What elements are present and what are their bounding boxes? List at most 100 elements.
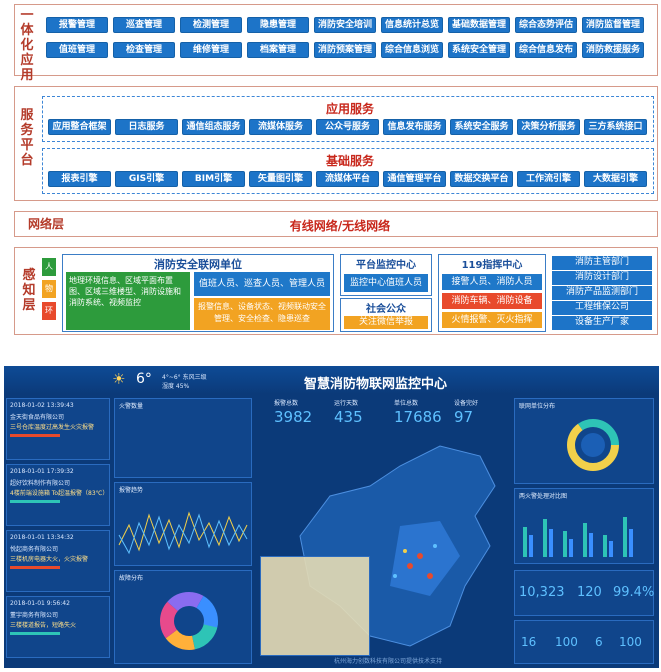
app-module-1-3: 检测管理 xyxy=(180,17,242,33)
band-label-network: 网络层 xyxy=(27,217,64,231)
alert-bar-4 xyxy=(10,632,60,635)
kpi-7: 100 xyxy=(619,635,642,649)
kpi-4: 16 xyxy=(521,635,537,649)
alert-card-1 xyxy=(6,398,110,460)
service-app-7: 系统安全服务 xyxy=(450,119,513,135)
service-app-2: 日志服务 xyxy=(115,119,178,135)
service-base-3: BIM引擎 xyxy=(182,171,245,187)
app-module-2-3: 维修管理 xyxy=(180,42,242,58)
stat-label-4: 设备完好 xyxy=(454,400,479,407)
command-center-dispatch: 火情报警、灭火指挥 xyxy=(442,312,542,328)
dashboard-screenshot: ☀ 6° 4°~6° 东风三级 湿度 45% 智慧消防物联网监控中心 火警数量 … xyxy=(4,366,659,668)
monitor-center-item: 监控中心值班人员 xyxy=(344,274,428,292)
related-dept-1: 消防主管部门 xyxy=(552,256,652,270)
dashboard-title: 智慧消防物联网监控中心 xyxy=(304,377,448,392)
service-base-2: GIS引擎 xyxy=(115,171,178,187)
command-center-group xyxy=(438,254,546,332)
fire-count-panel: 火警数量 xyxy=(114,398,252,478)
service-base-9: 大数据引擎 xyxy=(584,171,647,187)
dashboard-header xyxy=(4,366,659,394)
band-label-perception: 感知层 xyxy=(22,268,36,313)
tag-person: 人 xyxy=(42,258,56,276)
trend-panel: 报警趋势 xyxy=(114,482,252,566)
service-base-1: 报表引擎 xyxy=(48,171,111,187)
stat-label-3: 单位总数 xyxy=(394,400,419,407)
band-label-service: 服务平台 xyxy=(20,108,34,168)
app-module-2-6: 综合信息浏览 xyxy=(381,42,443,58)
kpi-3: 99.4% xyxy=(613,585,655,600)
weather-temp: 6° xyxy=(136,371,152,387)
service-base-6: 通信管理平台 xyxy=(383,171,446,187)
alert-card-3 xyxy=(6,530,110,592)
alert-bar-1 xyxy=(10,434,60,437)
alert-company-1: 金天街食品有限公司 xyxy=(10,414,65,421)
related-dept-5: 设备生产厂家 xyxy=(552,316,652,330)
stat-value-1: 3982 xyxy=(274,408,313,426)
app-module-2-1: 值班管理 xyxy=(46,42,108,58)
app-module-1-2: 巡查管理 xyxy=(113,17,175,33)
alarm-compare-title: 两火警处理对比图 xyxy=(519,493,568,500)
monitor-center-title: 平台监控中心 xyxy=(356,260,416,271)
base-service-group xyxy=(42,148,654,194)
app-service-title: 应用服务 xyxy=(325,102,374,116)
app-module-1-7: 基础数据管理 xyxy=(448,17,510,33)
fault-title: 故障分布 xyxy=(119,575,144,582)
app-module-2-2: 检查管理 xyxy=(113,42,175,58)
trend-title: 报警趋势 xyxy=(119,487,144,494)
alert-time-1: 2018-01-02 13:39:43 xyxy=(10,402,74,409)
kpi-2: 120 xyxy=(577,585,602,600)
unit-title: 消防安全联网单位 xyxy=(154,258,242,271)
service-app-4: 流媒体服务 xyxy=(249,119,312,135)
alarm-popups xyxy=(260,556,370,656)
unit-ring-chart xyxy=(567,419,619,471)
tag-object: 物 xyxy=(42,280,56,298)
alert-card-4 xyxy=(6,596,110,658)
fault-panel: 故障分布 xyxy=(114,570,252,664)
unit-distribution-title: 联网单位分布 xyxy=(519,403,556,410)
kpi-1: 10,323 xyxy=(519,585,565,600)
service-app-6: 信息发布服务 xyxy=(383,119,446,135)
service-base-4: 矢量图引擎 xyxy=(249,171,312,187)
tag-environment: 环 xyxy=(42,302,56,320)
fault-pie xyxy=(160,592,218,650)
service-app-3: 通信组态服务 xyxy=(182,119,245,135)
band-network xyxy=(14,211,658,237)
app-module-1-6: 信息统计总览 xyxy=(381,17,443,33)
related-dept-3: 消防产品监测部门 xyxy=(552,286,652,300)
service-base-7: 数据交换平台 xyxy=(450,171,513,187)
stat-value-3: 17686 xyxy=(394,408,442,426)
service-app-5: 公众号服务 xyxy=(316,119,379,135)
weather-detail-2: 湿度 45% xyxy=(162,383,190,390)
stat-value-4: 97 xyxy=(454,408,474,426)
alert-company-4: 董宇商务有限公司 xyxy=(10,612,59,619)
public-item: 关注微信举报 xyxy=(344,316,428,329)
app-module-1-9: 消防监督管理 xyxy=(582,17,644,33)
kpi-5: 100 xyxy=(555,635,578,649)
monitor-center-group xyxy=(340,254,432,296)
band-application xyxy=(14,4,658,76)
stat-label-1: 报警总数 xyxy=(274,400,299,407)
service-app-8: 决策分析服务 xyxy=(517,119,580,135)
alert-msg-4: 三楼楼道报告，短路失火 xyxy=(10,622,77,629)
kpi-panel-2: 16 100 6 100 xyxy=(514,620,654,664)
app-service-group xyxy=(42,96,654,142)
unit-device-info: 报警信息、设备状态、视频联动安全管理、安全检查、隐患巡查 xyxy=(194,298,330,330)
fire-count-title: 火警数量 xyxy=(119,403,144,410)
stat-value-2: 435 xyxy=(334,408,363,426)
app-module-2-5: 消防预案管理 xyxy=(314,42,376,58)
unit-distribution-panel: 联网单位分布 xyxy=(514,398,654,484)
alert-msg-1: 三号仓库温度过高发生火灾报警 xyxy=(10,424,95,431)
stat-label-2: 运行天数 xyxy=(334,400,359,407)
weather-detail-1: 4°~6° 东风三级 xyxy=(162,374,207,381)
command-center-title: 119指挥中心 xyxy=(461,260,523,271)
command-center-staff: 接警人员、消防人员 xyxy=(442,274,542,290)
trend-chart xyxy=(118,511,248,555)
command-center-vehicles: 消防车辆、消防设备 xyxy=(442,293,542,309)
network-text: 有线网络/无线网络 xyxy=(289,219,391,233)
kpi-6: 6 xyxy=(595,635,603,649)
base-service-title: 基础服务 xyxy=(325,154,374,168)
related-dept-2: 消防设计部门 xyxy=(552,271,652,285)
app-module-2-7: 系统安全管理 xyxy=(448,42,510,58)
alarm-compare-panel: 两火警处理对比图 xyxy=(514,488,654,564)
app-module-1-5: 消防安全培训 xyxy=(314,17,376,33)
